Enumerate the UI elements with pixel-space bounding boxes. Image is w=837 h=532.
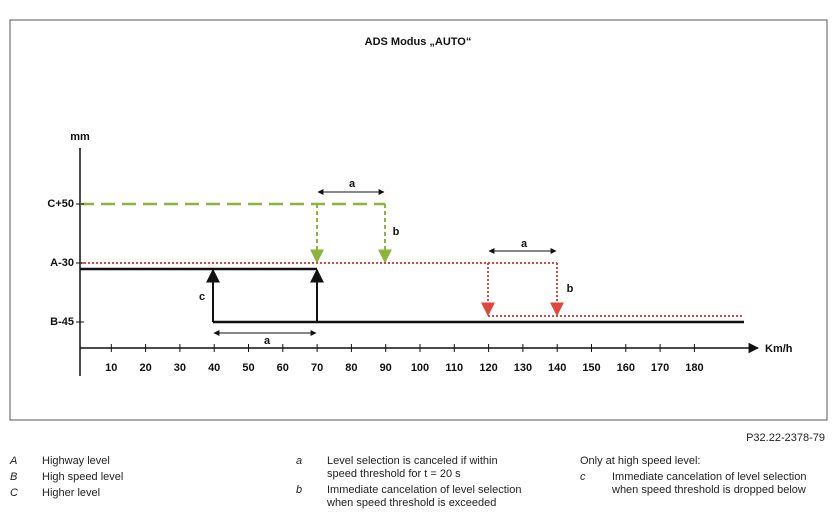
x-tick-label: 170 — [651, 362, 669, 374]
level-label: C+50 — [47, 198, 74, 210]
x-tick-label: 60 — [277, 362, 289, 374]
black-path — [80, 267, 744, 324]
legend-key: a — [296, 455, 303, 467]
legend-text: Higher level — [42, 487, 101, 499]
x-tick-label: 40 — [208, 362, 220, 374]
level-label: B-45 — [50, 316, 74, 328]
x-tick-label: 20 — [139, 362, 151, 374]
x-tick-label: 100 — [411, 362, 429, 374]
marker-label: b — [567, 283, 574, 295]
legend-key: c — [580, 471, 586, 483]
legend-text: Immediate cancelation of level selection… — [612, 471, 807, 496]
marker-label: a — [264, 335, 271, 347]
marker-label: c — [199, 291, 205, 303]
x-tick-label: 140 — [548, 362, 566, 374]
legend-key: A — [10, 455, 18, 467]
legend-key: C — [10, 487, 18, 499]
x-unit: Km/h — [765, 343, 793, 355]
x-tick-label: 160 — [617, 362, 635, 374]
diagram: ADS Modus „AUTO“ mm Km/h a a a b b c 10 2… — [9, 19, 828, 421]
frame — [9, 19, 828, 421]
x-tick-label: 130 — [514, 362, 532, 374]
red-path — [80, 262, 744, 317]
legend-text: Level selection is canceled if within sp… — [327, 455, 498, 480]
legend-text: High speed level — [42, 471, 124, 483]
green-path — [80, 202, 392, 264]
title: ADS Modus „AUTO“ — [365, 36, 472, 48]
x-tick-label: 30 — [174, 362, 186, 374]
x-tick-label: 10 — [105, 362, 117, 374]
x-tick-label: 70 — [311, 362, 323, 374]
marker-label: a — [521, 238, 528, 250]
x-tick-label: 150 — [582, 362, 600, 374]
legend-key: b — [296, 484, 303, 496]
legend-text: Highway level — [42, 455, 110, 467]
legend-heading: Only at high speed level: — [580, 455, 701, 467]
legend-text: Immediate cancelation of level selection… — [327, 484, 522, 509]
x-tick-label: 80 — [345, 362, 357, 374]
legend-key: B — [10, 471, 18, 483]
marker-label: a — [349, 178, 356, 190]
marker-label: b — [393, 226, 400, 238]
y-unit: mm — [70, 131, 90, 143]
x-tick-label: 180 — [685, 362, 703, 374]
x-tick-label: 90 — [380, 362, 392, 374]
x-tick-label: 50 — [242, 362, 254, 374]
x-tick-label: 110 — [445, 362, 463, 374]
x-tick-label: 120 — [479, 362, 497, 374]
figure-id: P32.22-2378-79 — [746, 432, 825, 444]
level-label: A-30 — [50, 257, 74, 269]
dimension-arrows — [213, 189, 557, 336]
